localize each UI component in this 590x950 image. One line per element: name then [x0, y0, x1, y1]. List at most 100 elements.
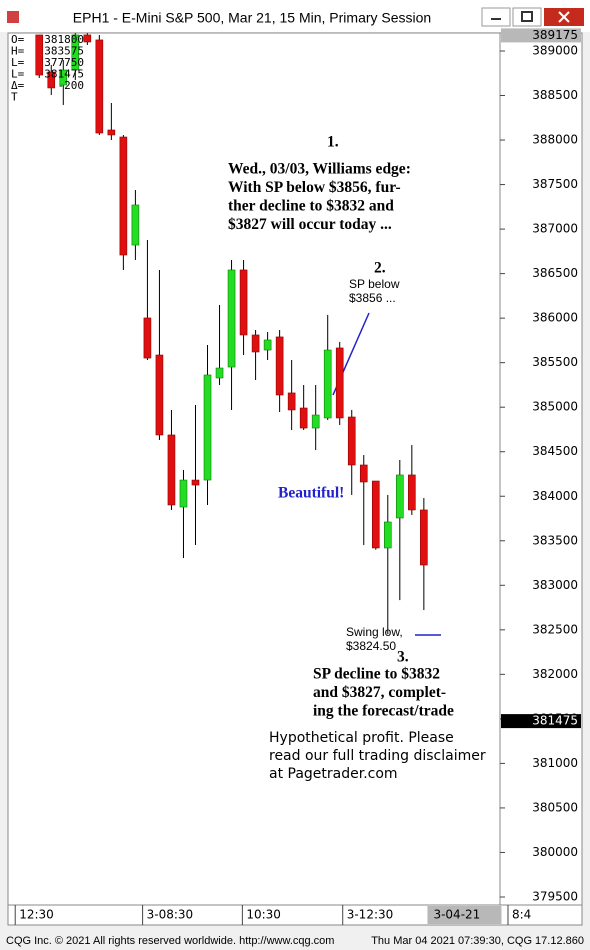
y-tick-label: 382500 [532, 622, 578, 636]
result-line: ing the forecast/trade [313, 703, 454, 720]
y-tick-label: 388500 [532, 88, 578, 102]
up-candle-body [203, 374, 212, 481]
maximize-icon [521, 11, 533, 22]
header-key: L= [11, 68, 25, 81]
down-candle-body [119, 136, 128, 256]
footer-right: Thu Mar 04 2021 07:39:30, CQG 17.12.860 [371, 935, 584, 947]
header-value: 377750 [44, 56, 84, 69]
pointer-note: $3856 ... [349, 291, 396, 305]
plot-layer [35, 33, 428, 635]
down-candle-body [83, 34, 92, 43]
annotation-number: 3. [397, 649, 409, 666]
annotation-number: 1. [327, 134, 339, 151]
x-tick-label: 3-12:30 [347, 908, 394, 922]
up-candle-body [179, 479, 188, 508]
date-marker-label: 3-04-21 [433, 908, 480, 922]
down-candle-body [275, 336, 284, 396]
x-tick-label: 8:4 [512, 908, 531, 922]
header-value: 381800 [44, 33, 84, 46]
y-tick-label: 384000 [532, 489, 578, 503]
down-candle-body [251, 334, 260, 353]
swing-low-note: Swing low, [346, 625, 403, 639]
down-candle-body [143, 317, 152, 359]
header-key: H= [11, 45, 25, 58]
x-tick-label: 12:30 [19, 908, 54, 922]
maximize-button[interactable] [512, 7, 542, 27]
app-icon [7, 11, 19, 23]
y-tick-label: 382000 [532, 667, 578, 681]
header-value: -200 [58, 79, 85, 92]
up-candle-body [263, 339, 272, 351]
up-candle-body [227, 269, 236, 368]
swing-low-note: $3824.50 [346, 639, 396, 653]
y-tick-label: 387000 [532, 222, 578, 236]
beautiful-note: Beautiful! [278, 485, 344, 502]
y-tick-label: 384500 [532, 444, 578, 458]
down-candle-body [155, 354, 164, 436]
disclaimer-line: read our full trading disclaimer [269, 748, 486, 764]
pointer-note: SP below [349, 277, 400, 291]
y-tick-label: 381000 [532, 756, 578, 770]
x-tick-label: 10:30 [246, 908, 281, 922]
price-axis [499, 32, 583, 906]
up-candle-body [396, 474, 404, 519]
y-tick-label: 387500 [532, 177, 578, 191]
close-icon [558, 11, 570, 23]
down-candle-body [408, 474, 416, 511]
result-line: and $3827, complet- [313, 684, 446, 701]
plot-area [7, 32, 501, 906]
forecast-line: With SP below $3856, fur- [228, 179, 401, 196]
down-candle-body [347, 416, 356, 466]
window-title: EPH1 - E-Mini S&P 500, Mar 21, 15 Min, P… [73, 10, 431, 26]
y-tick-label: 380000 [532, 845, 578, 859]
y-tick-label: 379500 [532, 889, 578, 903]
y-tick-label: 385000 [532, 400, 578, 414]
down-candle-body [420, 509, 428, 566]
header-value: 383575 [44, 45, 84, 58]
down-candle-body [95, 39, 104, 134]
date-marker-box [427, 906, 502, 924]
last-price-label: 381475 [532, 714, 578, 728]
y-tick-label: 380500 [532, 800, 578, 814]
up-candle-body [215, 367, 224, 379]
up-candle-body [311, 414, 320, 429]
forecast-line: Wed., 03/03, Williams edge: [228, 161, 411, 178]
high-marker-label: 389175 [532, 28, 578, 42]
down-candle-body [35, 34, 44, 76]
up-candle-body [383, 521, 392, 549]
disclaimer-line: Hypothetical profit. Please [269, 730, 454, 746]
y-tick-label: 385500 [532, 355, 578, 369]
header-value: 381475 [44, 68, 84, 81]
y-tick-label: 389000 [532, 43, 578, 57]
disclaimer-line: at Pagetrader.com [269, 766, 398, 782]
down-candle-body [167, 434, 176, 506]
header-key: Δ= [11, 79, 25, 92]
up-candle-body [59, 69, 68, 86]
down-candle-body [47, 71, 56, 89]
header-key: T [11, 91, 18, 104]
down-candle-body [335, 347, 344, 419]
y-tick-label: 386000 [532, 311, 578, 325]
down-candle-body [287, 392, 296, 411]
y-tick-label: 383500 [532, 533, 578, 547]
up-candle-body [71, 34, 80, 71]
high-marker-box [501, 28, 581, 43]
last-price-box [501, 714, 581, 729]
down-candle-body [191, 479, 200, 486]
y-tick-label: 383000 [532, 578, 578, 592]
up-candle-body [323, 349, 332, 419]
annotation-number: 2. [374, 260, 386, 277]
y-tick-label: 386500 [532, 266, 578, 280]
header-key: L= [11, 56, 25, 69]
footer-left: CQG Inc. © 2021 All rights reserved worl… [6, 935, 334, 947]
down-candle-body [107, 129, 116, 136]
result-line: SP decline to $3832 [313, 666, 440, 683]
minimize-button[interactable] [481, 7, 511, 27]
down-candle-body [299, 407, 308, 429]
down-candle-body [371, 480, 380, 549]
x-tick-label: 3-08:30 [147, 908, 194, 922]
down-candle-body [239, 269, 248, 336]
up-candle-body [131, 204, 140, 246]
